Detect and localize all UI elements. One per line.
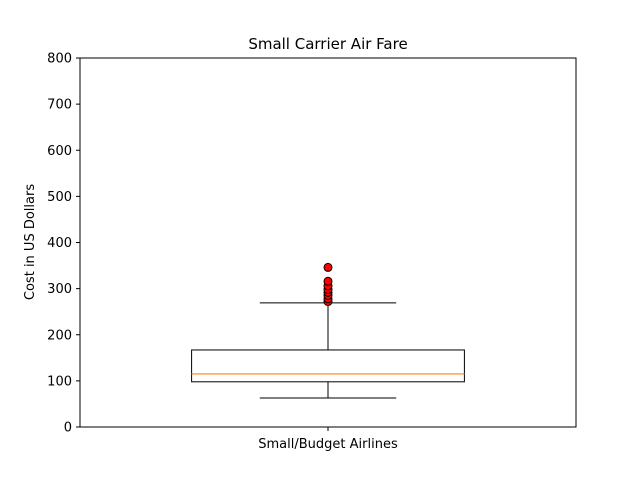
outlier-point <box>323 276 333 286</box>
y-axis: 0 100 200 300 400 500 600 700 800 <box>47 52 80 436</box>
x-axis: Small/Budget Airlines <box>258 427 398 452</box>
y-tick-label: 0 <box>64 421 72 436</box>
y-tick-label: 300 <box>47 282 72 297</box>
y-tick-label: 700 <box>47 98 72 113</box>
iqr-box <box>191 349 465 383</box>
y-tick-label: 400 <box>47 236 72 251</box>
y-axis-label: Cost in US Dollars <box>23 184 38 300</box>
plot-frame <box>79 57 577 428</box>
y-tick-label: 800 <box>47 52 72 67</box>
y-tick-label: 100 <box>47 374 72 389</box>
chart-title: Small Carrier Air Fare <box>248 35 407 53</box>
box-group <box>191 262 465 399</box>
y-tick-label: 600 <box>47 144 72 159</box>
x-tick-label: Small/Budget Airlines <box>258 437 398 452</box>
y-tick-label: 200 <box>47 328 72 343</box>
y-tick-label: 500 <box>47 190 72 205</box>
outlier-point <box>323 262 333 272</box>
